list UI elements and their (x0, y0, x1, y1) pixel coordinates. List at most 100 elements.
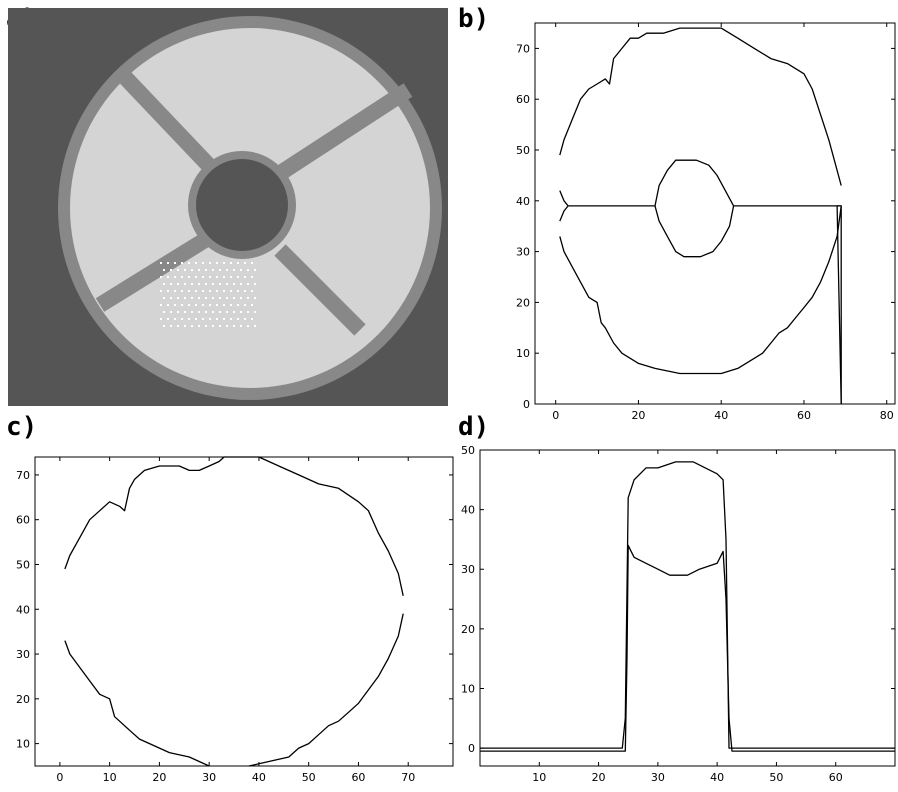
image-a-speckle-dot (244, 262, 246, 264)
image-a-speckle-dot (219, 283, 221, 285)
image-a-speckle-dot (163, 283, 165, 285)
image-a-speckle-dot (181, 304, 183, 306)
image-a-speckle-dot (181, 318, 183, 320)
image-a-speckle-dot (216, 318, 218, 320)
y-tick-label: 10 (516, 347, 530, 360)
y-tick-label: 70 (516, 42, 530, 55)
image-a-speckle-dot (160, 318, 162, 320)
image-a-speckle-dot (174, 304, 176, 306)
image-a-spoke (114, 66, 221, 178)
image-a-speckle-dot (251, 304, 253, 306)
image-a-speckle-dot (198, 325, 200, 327)
image-a-speckle-dot (254, 325, 256, 327)
image-a-speckle-dot (244, 304, 246, 306)
x-tick-label: 20 (631, 409, 645, 422)
image-a-speckle-dot (254, 297, 256, 299)
image-a-speckle-dot (233, 325, 235, 327)
y-tick-label: 50 (16, 558, 30, 571)
image-a-speckle-dot (191, 311, 193, 313)
image-a-speckle-dot (240, 325, 242, 327)
image-a-speckle-dot (202, 318, 204, 320)
y-tick-label: 10 (461, 682, 475, 695)
image-a-speckle-dot (219, 269, 221, 271)
image-a-speckle-dot (181, 262, 183, 264)
image-a-speckle-dot (237, 304, 239, 306)
image-a-speckle-dot (202, 290, 204, 292)
chart-d: 10 20 30 40 50 60 0 10 20 30 40 50 (461, 444, 896, 784)
image-a-speckle-dot (216, 262, 218, 264)
image-a-speckle-dot (223, 304, 225, 306)
image-a-speckle-dot (247, 269, 249, 271)
image-a-speckle-dot (163, 297, 165, 299)
image-a-speckle-dot (160, 276, 162, 278)
image-a-speckle-dot (247, 325, 249, 327)
series-line-0 (559, 27, 842, 186)
y-tick-label: 40 (516, 195, 530, 208)
image-a-speckle-dot (160, 262, 162, 264)
image-a-speckle-dot (233, 297, 235, 299)
image-a-speckle-dot (209, 304, 211, 306)
image-a-hole (196, 159, 288, 251)
series-line-0 (480, 461, 895, 749)
series-line-2 (248, 613, 404, 767)
image-a-speckle (160, 262, 256, 327)
image-a-speckle-dot (254, 283, 256, 285)
image-a-speckle-dot (205, 311, 207, 313)
image-a-speckle-dot (174, 276, 176, 278)
image-a-speckle-dot (216, 290, 218, 292)
image-a-speckle-dot (195, 276, 197, 278)
image-a-speckle-dot (174, 290, 176, 292)
y-tick-label: 60 (516, 93, 530, 106)
plot-frame (34, 456, 454, 767)
image-a-speckle-dot (226, 297, 228, 299)
image-a-speckle-dot (177, 269, 179, 271)
image-a-speckle-dot (163, 311, 165, 313)
image-a-speckle-dot (251, 262, 253, 264)
image-a-speckle-dot (170, 311, 172, 313)
image-a-speckle-dot (223, 276, 225, 278)
panel-label-d: d) (458, 412, 490, 442)
image-a-speckle-dot (251, 290, 253, 292)
image-a-speckle-dot (198, 269, 200, 271)
image-a-speckle-dot (198, 283, 200, 285)
image-a-speckle-dot (202, 304, 204, 306)
image-a-speckle-dot (223, 318, 225, 320)
series-line-6 (836, 205, 842, 405)
image-a-speckle-dot (167, 290, 169, 292)
image-a-speckle-dot (195, 304, 197, 306)
y-tick-label: 0 (523, 398, 530, 411)
image-a-speckle-dot (226, 269, 228, 271)
image-a-speckle-dot (191, 297, 193, 299)
series-line-4 (654, 205, 735, 258)
image-a-speckle-dot (212, 269, 214, 271)
x-tick-label: 20 (592, 771, 606, 784)
image-a-speckle-dot (212, 311, 214, 313)
image-a-speckle-dot (174, 318, 176, 320)
image-a-speckle-dot (237, 318, 239, 320)
image-a-speckle-dot (219, 297, 221, 299)
image-a-speckle-dot (181, 276, 183, 278)
image-a-speckle-dot (240, 269, 242, 271)
y-tick-label: 30 (461, 563, 475, 576)
image-a-speckle-dot (205, 269, 207, 271)
y-tick-label: 40 (16, 603, 30, 616)
image-a-speckle-dot (160, 290, 162, 292)
x-tick-label: 30 (651, 771, 665, 784)
image-a-speckle-dot (209, 262, 211, 264)
image-a-speckle-dot (237, 262, 239, 264)
series-line-1 (480, 544, 895, 752)
plot-frame (479, 449, 896, 767)
series-line-1 (559, 205, 842, 375)
image-a-speckle-dot (184, 297, 186, 299)
chart-c: 0 10 20 30 40 50 60 70 10 20 30 40 50 60 70 (16, 456, 454, 784)
image-a-speckle-dot (223, 262, 225, 264)
image-a-speckle-dot (205, 283, 207, 285)
image-a-speckle-dot (170, 269, 172, 271)
image-a-spoke (274, 244, 366, 336)
image-a-spokes (95, 66, 413, 336)
plot-frame (534, 22, 896, 405)
image-a-speckle-dot (188, 318, 190, 320)
image-a-speckle-dot (202, 276, 204, 278)
image-a-speckle-dot (230, 304, 232, 306)
